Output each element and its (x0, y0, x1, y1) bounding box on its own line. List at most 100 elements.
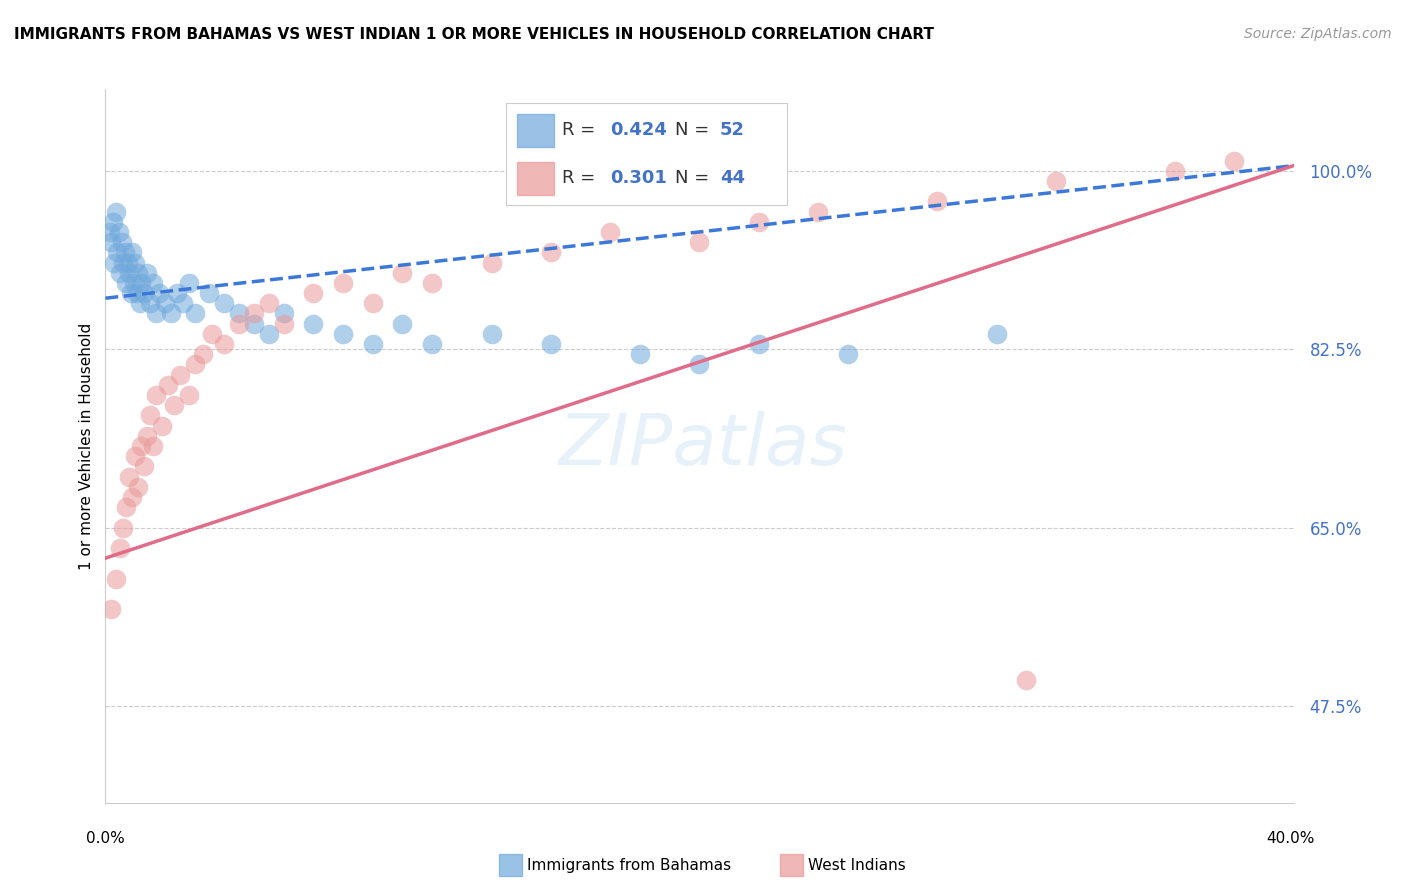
Point (837, 347, 859, 361)
Point (689, 358, 711, 372)
Point (807, 204, 830, 219)
Point (159, 306, 181, 320)
Point (172, 296, 194, 310)
Point (124, 449, 146, 463)
Point (214, 337, 236, 351)
Point (1045, 174, 1067, 188)
Y-axis label: 1 or more Vehicles in Household: 1 or more Vehicles in Household (79, 322, 94, 570)
Text: 44: 44 (720, 169, 745, 187)
Point (273, 317, 295, 331)
Point (115, 276, 138, 290)
Text: 0.301: 0.301 (610, 169, 666, 187)
Text: R =: R = (562, 121, 602, 139)
Point (243, 317, 266, 331)
Point (481, 326, 503, 341)
Point (136, 429, 159, 443)
Text: IMMIGRANTS FROM BAHAMAS VS WEST INDIAN 1 OR MORE VEHICLES IN HOUSEHOLD CORRELATI: IMMIGRANTS FROM BAHAMAS VS WEST INDIAN 1… (14, 27, 934, 42)
Point (391, 266, 413, 280)
Point (136, 266, 159, 280)
Point (1015, 673, 1038, 688)
Point (105, 245, 128, 260)
Text: 40.0%: 40.0% (1267, 831, 1315, 846)
Point (302, 286, 325, 301)
Point (257, 296, 280, 310)
Point (104, 204, 127, 219)
Point (201, 326, 224, 341)
Text: R =: R = (562, 169, 602, 187)
Point (117, 255, 139, 269)
Point (148, 286, 170, 301)
Point (214, 296, 236, 310)
Point (111, 235, 134, 249)
Point (124, 255, 146, 269)
Point (142, 276, 165, 290)
Point (540, 245, 562, 260)
Point (121, 490, 143, 504)
Point (127, 480, 149, 494)
Point (98, 225, 121, 239)
Point (132, 286, 155, 301)
Point (689, 235, 711, 249)
FancyBboxPatch shape (517, 114, 554, 146)
Point (139, 296, 162, 310)
Point (145, 306, 167, 320)
Point (118, 266, 141, 280)
Point (391, 317, 413, 331)
Text: Source: ZipAtlas.com: Source: ZipAtlas.com (1244, 27, 1392, 41)
Point (112, 520, 135, 534)
Point (128, 296, 150, 310)
Point (198, 286, 221, 301)
Point (127, 266, 149, 280)
Point (166, 286, 188, 301)
Point (163, 398, 186, 412)
Point (243, 306, 266, 320)
Point (332, 276, 354, 290)
Text: N =: N = (675, 121, 714, 139)
Point (228, 317, 250, 331)
Point (169, 368, 191, 382)
FancyBboxPatch shape (517, 162, 554, 194)
Point (986, 326, 1008, 341)
Point (361, 337, 384, 351)
Point (120, 286, 142, 301)
Point (361, 296, 384, 310)
Point (257, 326, 280, 341)
Point (100, 235, 122, 249)
Text: 0.0%: 0.0% (86, 831, 125, 846)
Point (150, 418, 173, 433)
Point (183, 358, 205, 372)
Point (114, 245, 136, 260)
Point (481, 255, 503, 269)
Point (118, 469, 141, 483)
Text: N =: N = (675, 169, 714, 187)
Point (302, 317, 325, 331)
Point (110, 541, 132, 555)
Point (121, 245, 143, 260)
Point (540, 337, 562, 351)
Point (122, 276, 145, 290)
Point (1164, 163, 1187, 178)
Text: Immigrants from Bahamas: Immigrants from Bahamas (527, 858, 731, 872)
Point (599, 225, 621, 239)
Point (193, 347, 215, 361)
Point (103, 255, 125, 269)
Point (100, 602, 122, 616)
Point (748, 215, 770, 229)
Text: 52: 52 (720, 121, 745, 139)
Point (139, 409, 162, 423)
Point (112, 255, 135, 269)
Point (273, 306, 295, 320)
Point (927, 194, 949, 209)
Point (748, 337, 770, 351)
Text: West Indians: West Indians (808, 858, 907, 872)
Text: 0.424: 0.424 (610, 121, 666, 139)
Point (177, 276, 200, 290)
Point (132, 459, 155, 474)
Point (101, 215, 124, 229)
Point (153, 296, 176, 310)
Point (110, 266, 132, 280)
Point (183, 306, 205, 320)
Point (129, 276, 152, 290)
Point (332, 326, 354, 341)
Point (108, 225, 131, 239)
